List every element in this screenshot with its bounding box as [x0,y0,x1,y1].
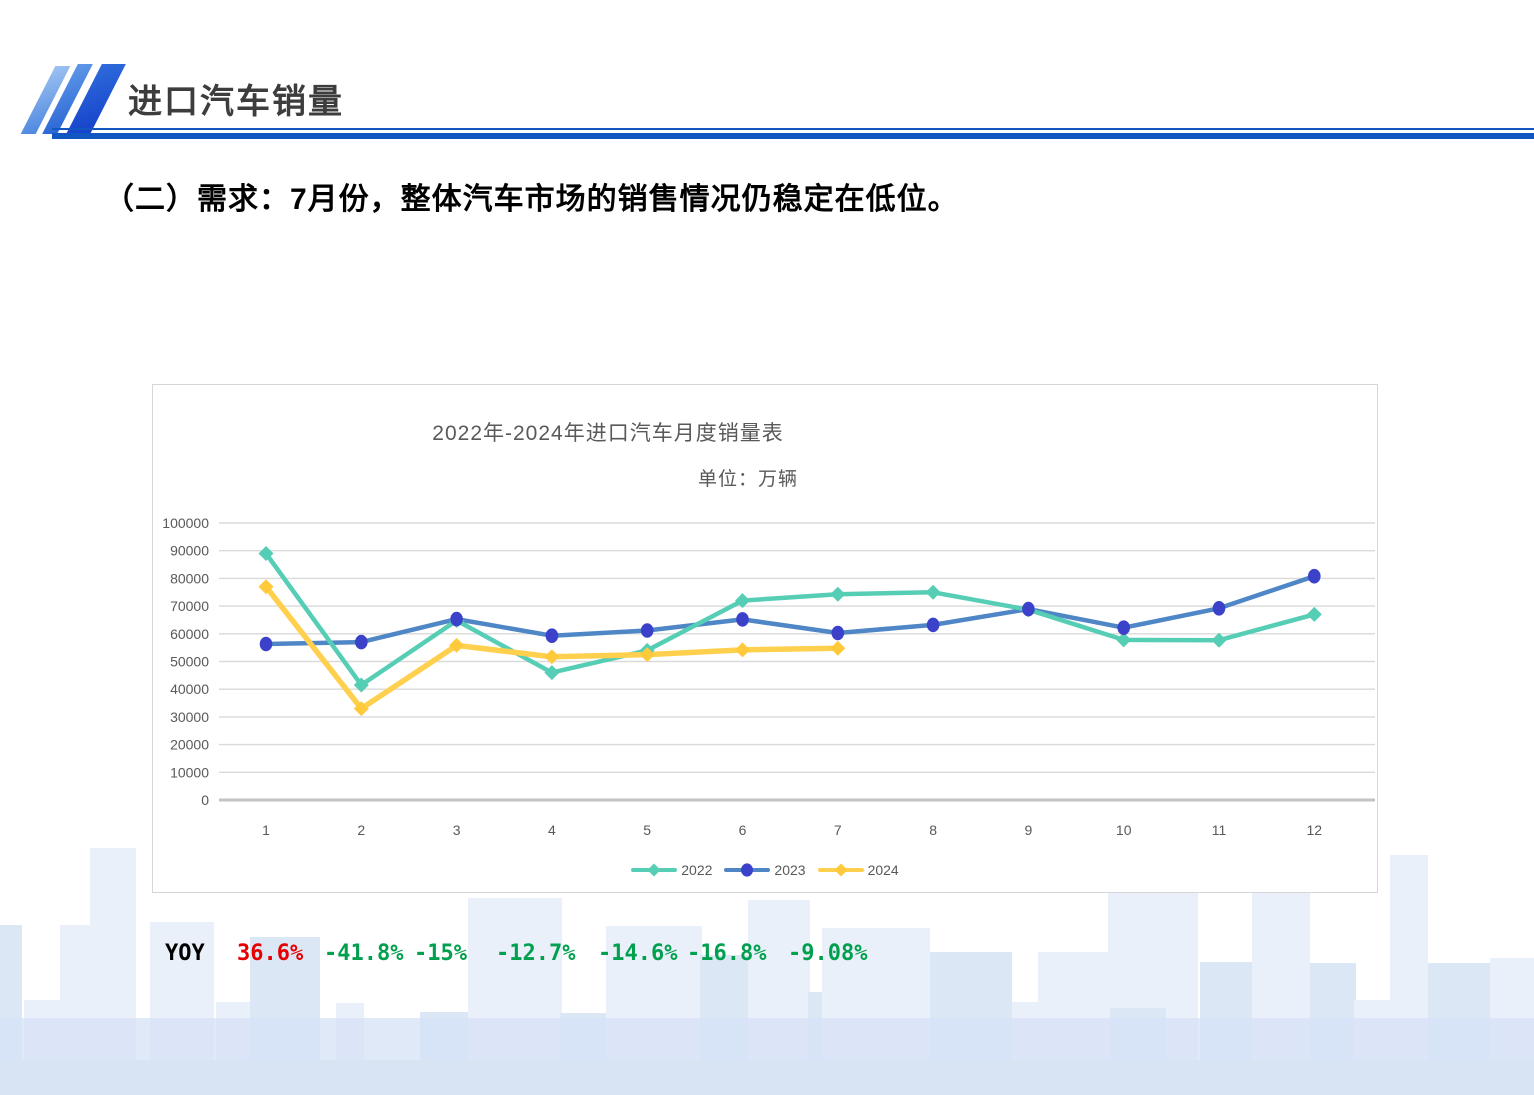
yoy-value: 36.6% [237,941,304,966]
legend-item-2022: 2022 [631,862,712,878]
series-2023-line [263,573,1317,647]
yoy-value: -12.7% [496,941,576,966]
yoy-value: -16.8% [687,941,767,966]
chart-unit-label: 单位：万辆 [697,469,798,490]
yoy-value: -15% [414,941,467,966]
x-tick-label: 4 [548,822,556,838]
legend-marker-2022-icon [631,863,678,877]
x-tick-label: 7 [834,822,842,838]
yoy-label: YOY [165,941,205,966]
legend-item-2024: 2024 [817,862,899,878]
header-rule-thin [52,128,1534,130]
series-2024-line [263,583,841,712]
y-tick-label: 70000 [170,598,209,614]
x-tick-label: 3 [453,822,461,838]
legend-label: 2024 [867,862,899,878]
x-tick-label: 1 [262,822,270,838]
yoy-value: -41.8% [324,941,404,966]
slide-logo-icon [8,64,126,142]
x-tick-label: 2 [357,822,365,838]
y-tick-label: 30000 [170,709,209,725]
y-tick-label: 80000 [170,570,209,586]
x-tick-label: 8 [929,822,937,838]
sales-line-chart: 0 10000 20000 30000 40000 50000 60000 70000 8000… [153,385,1377,891]
sales-chart-panel: 0 10000 20000 30000 40000 50000 60000 70000 8000… [152,384,1378,893]
y-tick-label: 50000 [170,654,209,670]
legend-marker-2024-icon [817,863,864,877]
y-tick-label: 90000 [170,543,209,559]
x-tick-label: 10 [1116,822,1132,838]
x-tick-label: 11 [1212,822,1227,838]
header-rule-thick [52,133,1534,139]
x-tick-label: 5 [643,822,651,838]
slide-header: 进口汽车销量 [0,0,1534,150]
y-tick-label: 60000 [170,626,209,642]
page-title: 进口汽车销量 [128,83,344,121]
legend-marker-2023-icon [724,863,771,877]
y-tick-label: 10000 [170,764,209,780]
legend-item-2023: 2023 [724,862,806,878]
x-tick-label: 9 [1025,822,1033,838]
yoy-value: -14.6% [598,941,678,966]
x-tick-label: 12 [1307,822,1323,838]
section-heading: （二）需求：7月份，整体汽车市场的销售情况仍稳定在低位。 [104,183,959,216]
y-tick-label: 0 [201,792,209,808]
yoy-row: YOY 36.6% -41.8% -15% -12.7% -14.6% -16.8% -9.… [0,941,1534,981]
y-tick-label: 40000 [170,681,209,697]
legend-label: 2023 [774,862,806,878]
skyline-band [0,1060,1534,1095]
chart-legend: 2022 2023 2024 [153,862,1377,878]
series-2023-markers [259,568,1321,652]
y-tick-label: 20000 [170,737,209,753]
y-tick-label: 100000 [162,515,209,531]
series-2024-markers [258,579,846,717]
yoy-value: -9.08% [788,941,868,966]
x-tick-label: 6 [739,822,747,838]
series-2022-line [263,551,1317,688]
chart-title: 2022年-2024年进口汽车月度销量表 [432,422,784,445]
legend-label: 2022 [681,862,713,878]
